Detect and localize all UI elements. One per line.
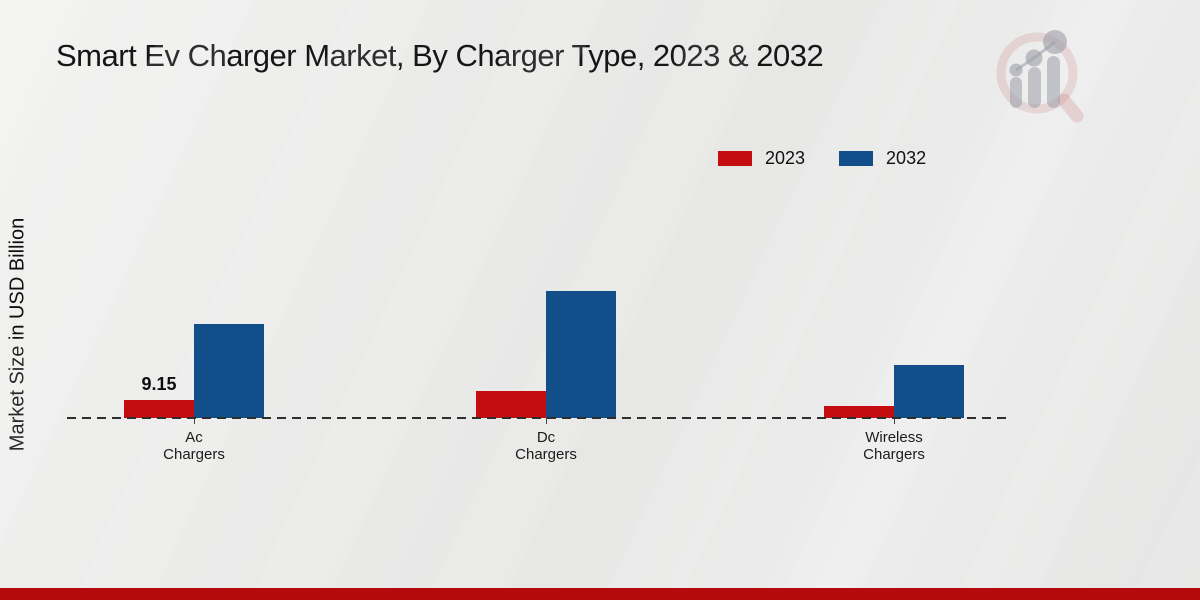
legend: 2023 2032 xyxy=(718,148,926,169)
bar-2023-dc-chargers xyxy=(476,391,546,418)
legend-swatch-2032-icon xyxy=(839,151,874,166)
x-axis-category-label: Wireless Chargers xyxy=(863,429,925,463)
chart-title: Smart Ev Charger Market, By Charger Type… xyxy=(56,38,824,73)
zero-axis-dashed-line xyxy=(67,417,1007,419)
magnifier-bar-chart-watermark-icon xyxy=(996,30,1084,123)
legend-item-2032: 2032 xyxy=(839,148,926,169)
bar-2023-wireless-chargers xyxy=(824,405,894,418)
legend-label-2032: 2032 xyxy=(886,148,927,168)
x-axis-tick xyxy=(546,418,547,424)
legend-item-2023: 2023 xyxy=(718,148,805,169)
x-axis-category-label: Dc Chargers xyxy=(515,429,577,463)
footer-red-strip xyxy=(0,588,1200,600)
bar-2032-wireless-chargers xyxy=(894,364,964,418)
bar-data-label: 9.15 xyxy=(141,373,177,394)
bar-2032-dc-chargers xyxy=(546,290,616,418)
x-axis-tick xyxy=(894,418,895,424)
bar-2023-ac-chargers xyxy=(124,399,194,418)
legend-swatch-2023-icon xyxy=(718,151,752,166)
x-axis-category-label: Ac Chargers xyxy=(163,429,225,463)
bar-2032-ac-chargers xyxy=(194,323,264,418)
legend-label-2023: 2023 xyxy=(765,148,806,168)
x-axis-tick xyxy=(194,418,195,424)
